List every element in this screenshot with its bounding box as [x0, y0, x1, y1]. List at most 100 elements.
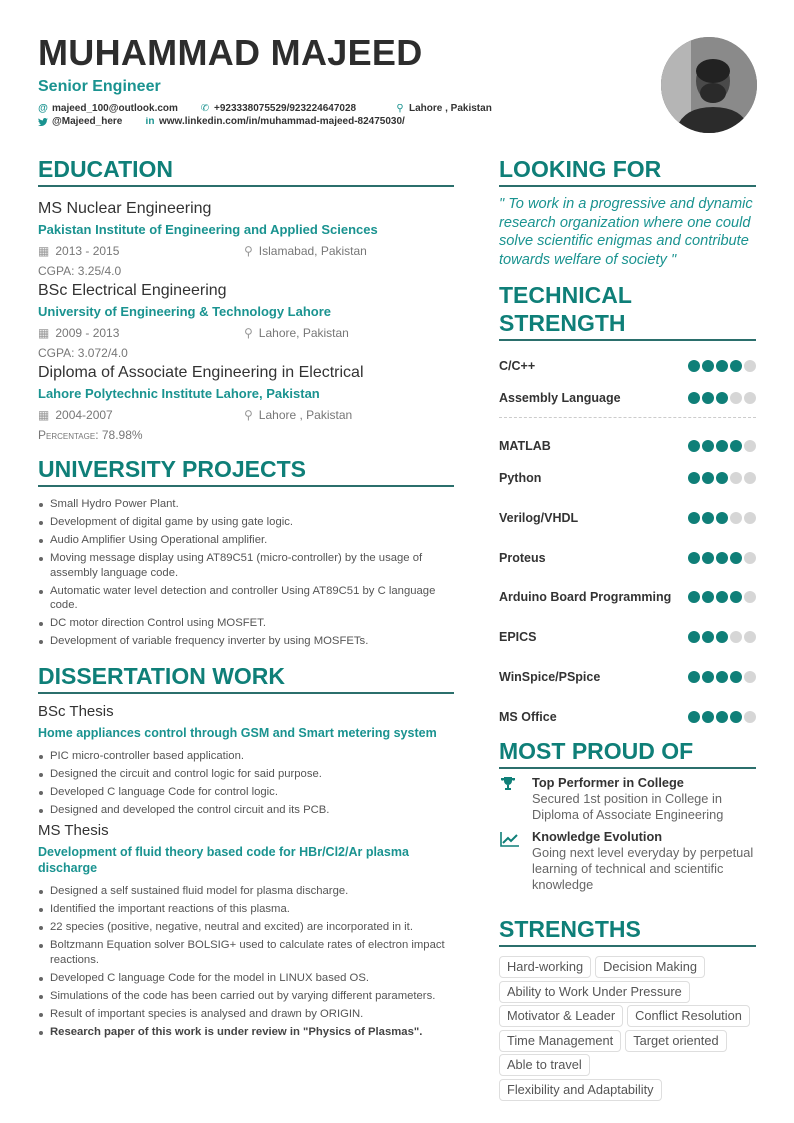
rating-dot-empty	[744, 711, 756, 723]
section-divider	[38, 185, 454, 187]
skill-row: Assembly Language	[499, 390, 756, 406]
rating-dot-filled	[716, 440, 728, 452]
rating-dot-filled	[716, 671, 728, 683]
thesis-label: BSc Thesis	[38, 703, 114, 720]
section-divider	[499, 185, 756, 187]
projects-section: UNIVERSITY PROJECTS Small Hydro Power Pl…	[38, 455, 454, 652]
list-item: DC motor direction Control using MOSFET.	[38, 616, 454, 631]
list-item: Designed the circuit and control logic f…	[38, 767, 454, 782]
rating-dot-empty	[744, 472, 756, 484]
rating-dot-empty	[744, 392, 756, 404]
skill-rating	[688, 472, 756, 484]
school: Lahore Polytechnic Institute Lahore, Pak…	[38, 386, 320, 401]
skill-rating	[688, 392, 756, 404]
skill-name: WinSpice/PSpice	[499, 670, 601, 684]
skill-rating	[688, 440, 756, 452]
rating-dot-filled	[688, 440, 700, 452]
phone-text: +923338075529/923224647028	[214, 103, 357, 114]
education-section: EDUCATION MS Nuclear Engineering Pakista…	[38, 155, 454, 445]
rating-dot-empty	[744, 512, 756, 524]
technical-section: TECHNICAL STRENGTH C/C++ Assembly Languag…	[499, 281, 756, 725]
looking-for-section: LOOKING FOR " To work in a progressive a…	[499, 155, 756, 269]
twitter[interactable]: @Majeed_here	[38, 116, 122, 128]
map-marker-icon: ⚲	[244, 244, 253, 258]
phone: ✆ +923338075529/923224647028	[200, 103, 356, 115]
strength-tags: Hard-working Decision Making Ability to …	[499, 956, 756, 1101]
profile-photo	[661, 37, 757, 133]
section-title: TECHNICAL STRENGTH	[499, 282, 632, 336]
map-marker-icon: ⚲	[244, 326, 253, 340]
linkedin[interactable]: in www.linkedin.com/in/muhammad-majeed-82…	[145, 116, 405, 128]
at-icon: @	[38, 104, 48, 114]
skill-name: Python	[499, 471, 542, 485]
achievement: Knowledge Evolution Going next level ever…	[499, 829, 756, 893]
rating-dot-filled	[716, 631, 728, 643]
rating-dot-filled	[716, 360, 728, 372]
skills-divider	[499, 417, 756, 418]
calendar-icon: ▦	[38, 408, 50, 422]
strength-tag: Flexibility and Adaptability	[499, 1078, 662, 1101]
skill-name: MS Office	[499, 710, 557, 724]
rating-dot-empty	[730, 631, 742, 643]
section-divider	[38, 485, 454, 487]
skill-name: Assembly Language	[499, 391, 621, 405]
achievement-desc: Secured 1st position in College in Diplo…	[532, 791, 724, 822]
section-divider	[38, 692, 454, 694]
skill-rating	[688, 711, 756, 723]
twitter-icon	[38, 117, 48, 127]
rating-dot-filled	[716, 591, 728, 603]
skill-name: MATLAB	[499, 439, 551, 453]
skill-name: Arduino Board Programming	[499, 590, 672, 604]
list-item: Result of important species is analysed …	[38, 1007, 454, 1022]
rating-dot-filled	[702, 631, 714, 643]
calendar-icon: ▦	[38, 326, 50, 340]
rating-dot-filled	[702, 360, 714, 372]
rating-dot-filled	[702, 472, 714, 484]
candidate-role: Senior Engineer	[38, 78, 161, 95]
linkedin-text: www.linkedin.com/in/muhammad-majeed-8247…	[159, 116, 405, 127]
skill-rating	[688, 512, 756, 524]
email-text: majeed_100@outlook.com	[52, 103, 178, 114]
strength-tag: Hard-working	[499, 956, 592, 978]
achievement-title: Top Performer in College	[532, 775, 684, 790]
rating-dot-filled	[702, 392, 714, 404]
achievement: Top Performer in College Secured 1st posi…	[499, 775, 756, 823]
rating-dot-empty	[730, 512, 742, 524]
rating-dot-filled	[716, 392, 728, 404]
section-divider	[499, 339, 756, 341]
list-item: Simulations of the code has been carried…	[38, 989, 454, 1004]
thesis-list: Designed a self sustained fluid model fo…	[38, 884, 454, 1039]
strength-tag: Ability to Work Under Pressure	[499, 980, 690, 1003]
section-title: DISSERTATION WORK	[38, 663, 286, 689]
map-marker-icon: ⚲	[244, 408, 253, 422]
list-item: Developed C language Code for control lo…	[38, 785, 454, 800]
email[interactable]: @ majeed_100@outlook.com	[38, 103, 178, 115]
proud-section: MOST PROUD OF Top Performer in College Se…	[499, 737, 756, 893]
strength-tag: Conflict Resolution	[627, 1005, 750, 1027]
section-divider	[499, 945, 756, 947]
rating-dot-filled	[688, 671, 700, 683]
skill-rating	[688, 631, 756, 643]
skill-row: Verilog/VHDL	[499, 510, 756, 526]
degree: BSc Electrical Engineering	[38, 282, 227, 299]
section-title: STRENGTHS	[499, 916, 641, 942]
skill-name: Verilog/VHDL	[499, 511, 579, 525]
skill-name: EPICS	[499, 630, 537, 644]
achievement-desc: Going next level everyday by perpetual l…	[532, 845, 754, 892]
dates: 2004-2007	[55, 408, 113, 422]
rating-dot-empty	[730, 392, 742, 404]
degree: MS Nuclear Engineering	[38, 200, 212, 217]
trophy-icon	[499, 775, 532, 823]
grade: Percentage: 78.98%	[38, 428, 143, 442]
skill-row: Proteus	[499, 550, 756, 566]
section-divider	[499, 767, 756, 769]
phone-icon: ✆	[200, 104, 210, 114]
rating-dot-empty	[744, 591, 756, 603]
projects-list: Small Hydro Power Plant. Development of …	[38, 497, 454, 649]
thesis-topic: Home appliances control through GSM and …	[38, 726, 437, 740]
strengths-section: STRENGTHS Hard-working Decision Making A…	[499, 915, 756, 1101]
rating-dot-filled	[688, 360, 700, 372]
thesis-topic: Development of fluid theory based code f…	[38, 845, 409, 875]
section-title: MOST PROUD OF	[499, 738, 694, 764]
rating-dot-filled	[716, 472, 728, 484]
